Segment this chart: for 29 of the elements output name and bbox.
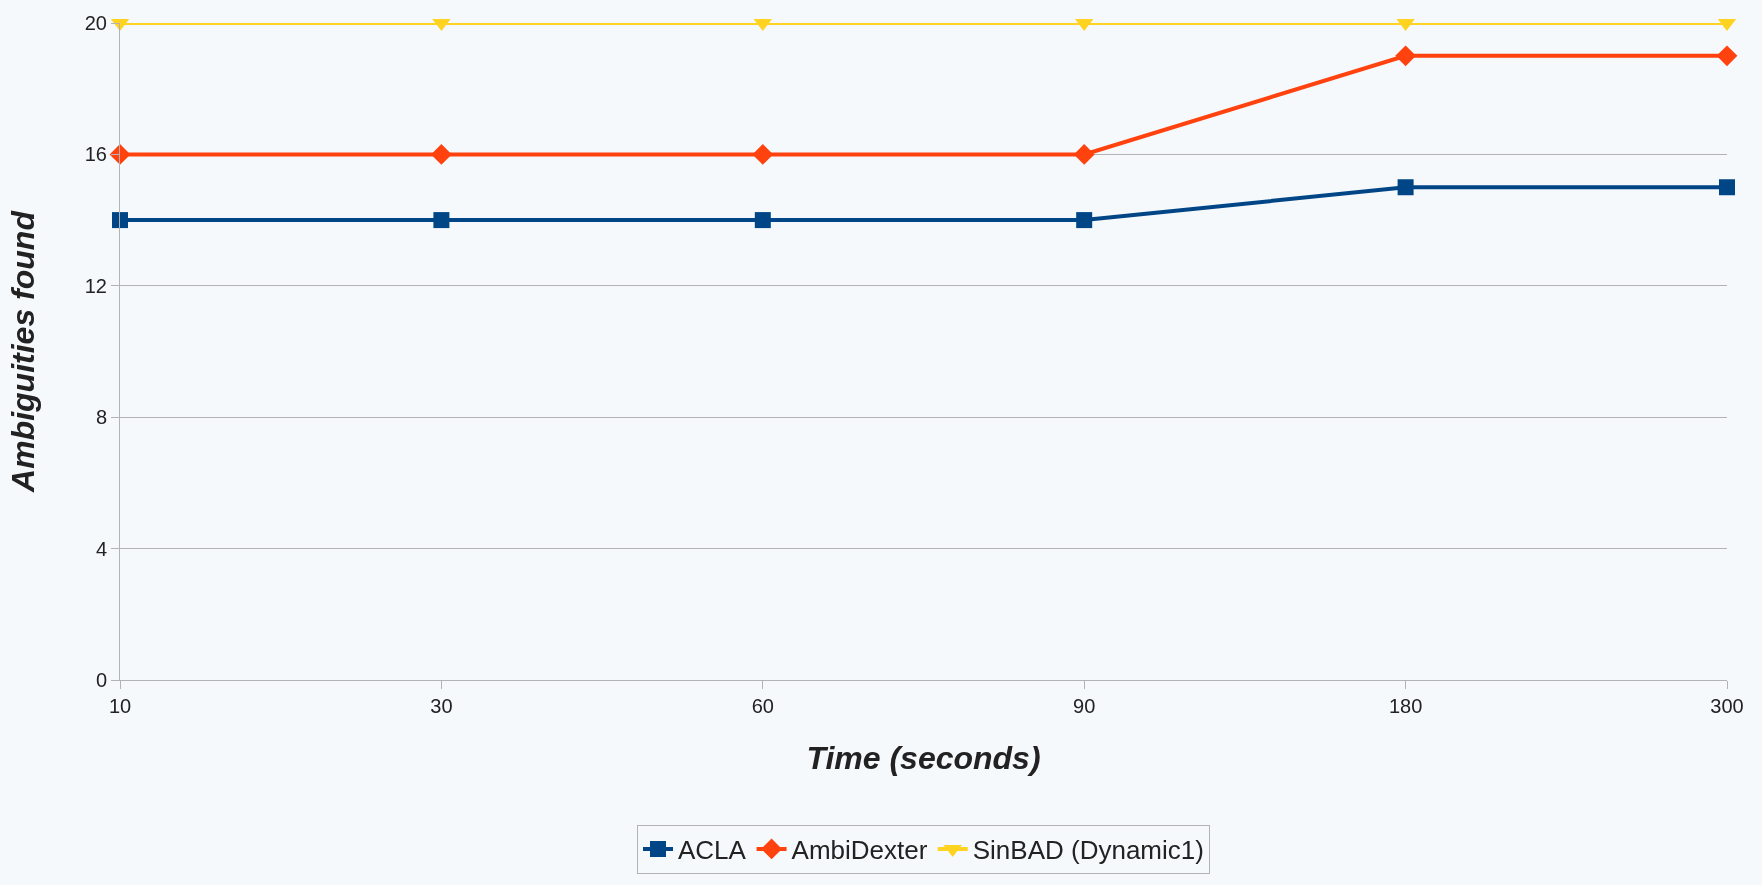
point [754, 212, 771, 229]
point [1716, 45, 1738, 67]
y-axis-title: Ambiguities found [5, 209, 42, 493]
y-tick-label: 16 [84, 143, 107, 166]
x-tick-label: 180 [1388, 695, 1423, 717]
x-axis-title: Time (seconds) [806, 739, 1041, 776]
x-tick-label: 300 [1710, 695, 1744, 717]
y-tick-label: 0 [95, 669, 107, 691]
x-tick-label: 90 [1073, 695, 1096, 717]
point [112, 212, 128, 229]
point [431, 144, 452, 165]
y-tick-label: 8 [95, 406, 107, 429]
y-tick-label: 12 [84, 274, 107, 297]
point [752, 144, 774, 165]
point [1397, 179, 1414, 196]
x-tick-label: 30 [430, 695, 453, 717]
legend-label: ACLA [678, 835, 747, 866]
point [109, 144, 131, 165]
point [1073, 144, 1095, 165]
point [1395, 45, 1416, 67]
y-tick-label: 4 [95, 537, 107, 560]
x-tick-label: 60 [751, 695, 774, 717]
x-tick-label: 10 [108, 695, 132, 717]
point [1719, 179, 1735, 196]
legend-label: SinBAD (Dynamic1) [972, 835, 1204, 866]
point [1076, 212, 1093, 229]
point [433, 212, 450, 229]
y-tick-label: 20 [84, 12, 107, 34]
legend-label: AmbiDexter [791, 835, 928, 866]
